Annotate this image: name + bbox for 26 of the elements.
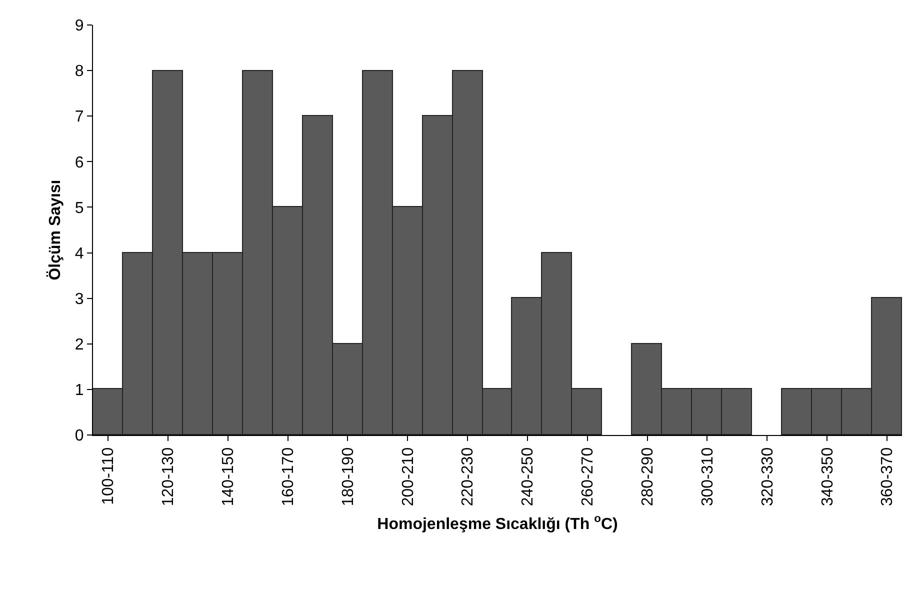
- x-tick-label: 120-130: [160, 447, 178, 506]
- y-axis-title: Ölçüm Sayısı: [46, 180, 64, 280]
- y-tick-label: 5: [74, 200, 84, 217]
- y-tick-label: 4: [74, 245, 84, 262]
- x-tick-label: 180-190: [340, 447, 357, 506]
- y-tick-label: 9: [74, 18, 84, 35]
- x-tick-label: 200-210: [400, 447, 417, 506]
- x-tick-label: 100-110: [100, 447, 118, 505]
- x-tick-label: 220-230: [460, 447, 477, 506]
- x-tick-label: 320-330: [759, 447, 776, 506]
- x-tick-label: 140-150: [220, 447, 238, 506]
- x-tick-label: 240-250: [520, 447, 537, 506]
- x-tick-label: 300-310: [699, 447, 716, 506]
- x-axis-title: Homojenleşme Sıcaklığı (Th $^{o}$C): [377, 513, 618, 533]
- y-tick-label: 2: [74, 336, 84, 354]
- y-tick-label: 1: [74, 382, 84, 400]
- y-tick-label: 8: [74, 63, 84, 80]
- x-tick-label: 160-170: [280, 447, 297, 506]
- x-tick-label: 260-270: [580, 447, 597, 506]
- y-tick-label: 0: [74, 428, 84, 445]
- y-tick-label: 3: [74, 290, 84, 308]
- x-tick-label: 360-370: [879, 447, 896, 506]
- y-tick-label: 6: [74, 154, 84, 172]
- y-tick-label: 7: [74, 108, 84, 126]
- x-tick-label: 280-290: [640, 447, 657, 506]
- x-tick-label: 340-350: [819, 447, 836, 506]
